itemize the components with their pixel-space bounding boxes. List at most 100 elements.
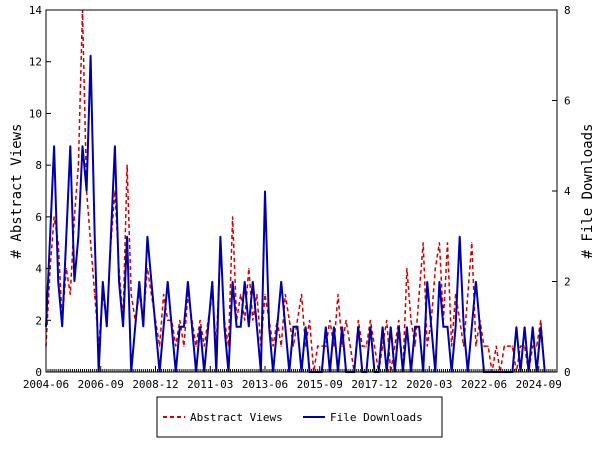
data-point <box>199 326 201 328</box>
data-point <box>418 326 420 328</box>
y2-tick-label: 0 <box>564 366 571 379</box>
data-point <box>272 345 274 347</box>
data-point <box>390 326 392 328</box>
y2-tick-label: 6 <box>564 95 571 108</box>
data-point <box>398 326 400 328</box>
data-point <box>264 293 266 295</box>
data-point <box>519 345 522 347</box>
series-line-file-downloads <box>45 55 546 373</box>
x-tick-label: 2004-06 <box>23 378 69 391</box>
x-tick-label: 2017-12 <box>351 378 397 391</box>
data-point <box>333 326 335 328</box>
data-point <box>248 326 250 328</box>
data-point <box>163 326 165 328</box>
data-point <box>524 326 526 328</box>
data-point <box>240 326 242 328</box>
data-point <box>126 235 128 237</box>
data-point <box>276 326 278 328</box>
data-point <box>382 345 384 347</box>
data-point <box>414 326 416 328</box>
data-point <box>69 145 71 147</box>
data-point <box>90 54 92 56</box>
data-point <box>61 326 63 328</box>
data-point <box>183 345 185 347</box>
data-point <box>130 293 132 295</box>
y-tick-label: 8 <box>35 159 42 172</box>
data-point <box>483 345 485 347</box>
data-point <box>438 280 440 283</box>
data-point <box>475 345 477 347</box>
data-point <box>305 345 307 347</box>
data-point <box>325 326 327 328</box>
data-point <box>53 145 55 147</box>
data-point <box>114 190 116 192</box>
y-tick-label: 14 <box>29 4 43 17</box>
data-point <box>414 345 416 347</box>
data-point <box>406 326 408 328</box>
data-point <box>434 268 436 270</box>
data-point <box>118 280 120 283</box>
data-point <box>394 345 396 347</box>
data-point <box>422 242 424 244</box>
data-point <box>280 280 282 283</box>
data-point <box>459 319 461 321</box>
data-point <box>77 164 79 166</box>
series-line-abstract-views <box>45 9 546 373</box>
data-point <box>455 326 457 328</box>
data-point <box>175 345 177 347</box>
data-point <box>361 345 363 347</box>
series-layer <box>45 9 546 373</box>
data-point <box>349 345 351 347</box>
data-point <box>341 326 343 328</box>
data-point <box>195 345 197 347</box>
data-point <box>179 319 181 321</box>
data-point <box>146 268 148 270</box>
data-point <box>369 319 371 321</box>
y2-axis-title: # File Downloads <box>580 124 596 259</box>
data-point <box>463 345 465 347</box>
x-tick-label: 2020-03 <box>406 378 452 391</box>
data-point <box>475 280 477 283</box>
data-point <box>248 268 250 270</box>
data-point <box>244 280 246 283</box>
data-point <box>345 319 347 321</box>
data-point <box>122 326 124 328</box>
data-point <box>305 326 307 328</box>
x-minor-ticks <box>45 369 558 372</box>
data-point <box>126 164 128 166</box>
data-point <box>284 293 286 295</box>
data-point <box>57 280 59 283</box>
data-point <box>540 326 542 328</box>
data-point <box>150 280 152 283</box>
data-point <box>114 145 116 147</box>
data-point <box>211 280 213 283</box>
data-point <box>53 216 55 218</box>
data-point <box>357 319 359 321</box>
y2-tick-label: 4 <box>564 185 571 198</box>
data-point <box>69 293 71 295</box>
data-point <box>81 145 84 147</box>
y-tick-label: 6 <box>35 211 42 224</box>
data-point <box>515 326 518 328</box>
data-point <box>167 319 169 321</box>
data-point <box>252 319 254 321</box>
data-point <box>309 319 311 321</box>
data-point <box>507 345 509 347</box>
x-tick-label: 2013-06 <box>242 378 288 391</box>
data-point <box>406 268 408 270</box>
data-point <box>479 326 481 328</box>
data-point <box>467 293 469 295</box>
data-point <box>232 216 234 218</box>
data-point <box>110 235 112 237</box>
data-point <box>357 326 359 328</box>
data-point <box>296 319 298 321</box>
data-point <box>90 242 92 244</box>
x-tick-label: 2015-09 <box>297 378 343 391</box>
data-point <box>191 326 193 328</box>
data-point <box>325 345 327 347</box>
data-point <box>503 345 505 347</box>
x-tick-label: 2024-09 <box>516 378 562 391</box>
data-point <box>373 345 376 347</box>
data-point <box>369 326 371 328</box>
